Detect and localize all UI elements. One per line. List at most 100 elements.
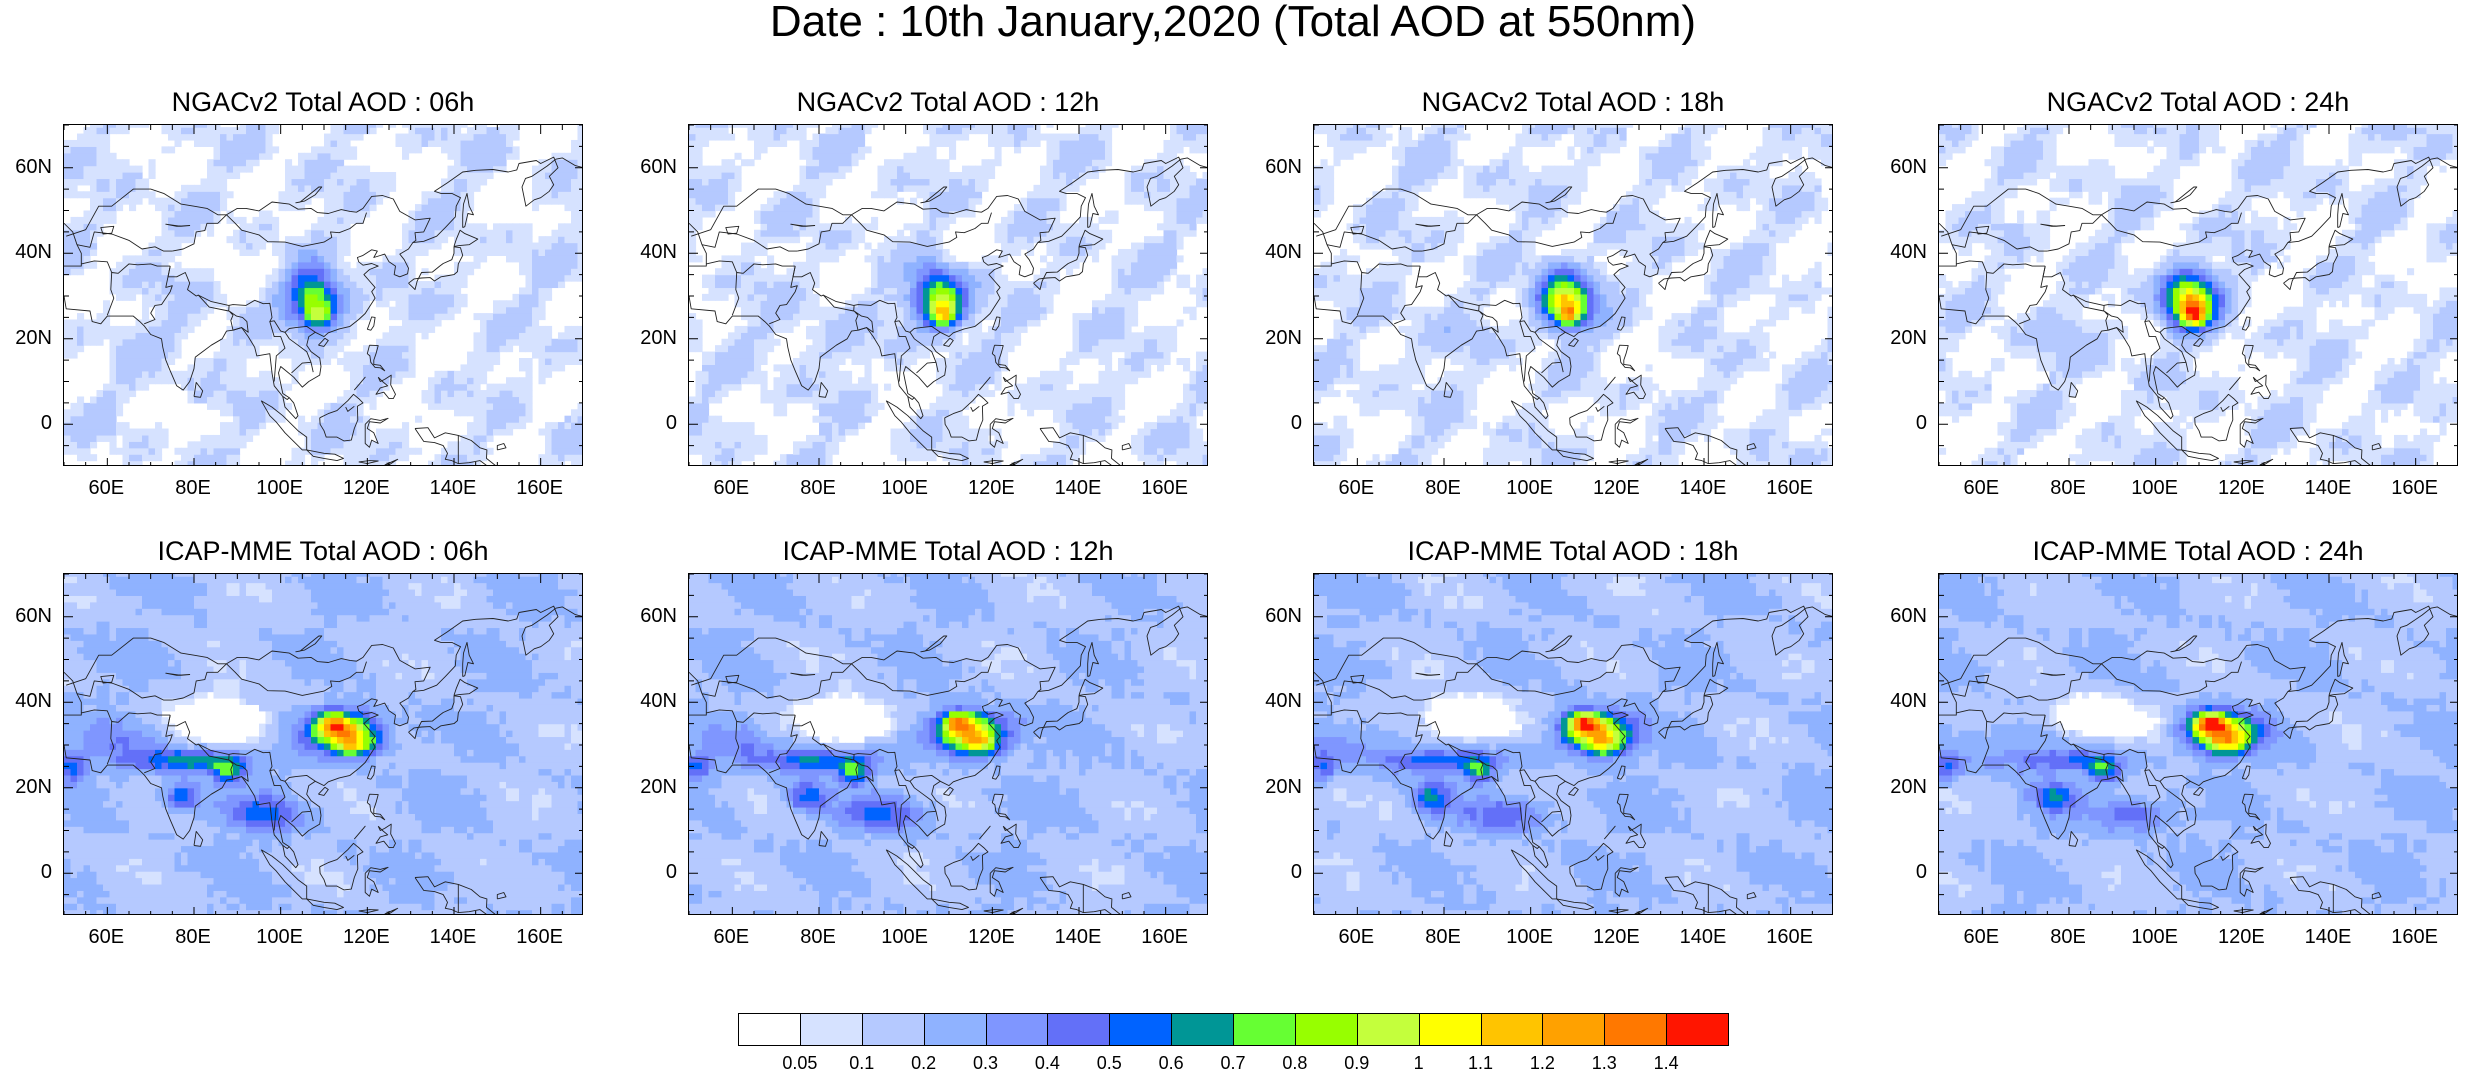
aod-map: [1939, 125, 2458, 466]
lat-tick-label: 20N: [625, 328, 677, 348]
panel-title: NGACv2 Total AOD : 18h: [1313, 86, 1833, 122]
colorbar-label: 1: [1389, 1054, 1449, 1072]
aod-map: [689, 125, 1208, 466]
lon-tick-label: 80E: [153, 927, 233, 947]
lon-tick-label: 80E: [1403, 478, 1483, 498]
panel-title: NGACv2 Total AOD : 12h: [688, 86, 1208, 122]
panel-title: NGACv2 Total AOD : 24h: [1938, 86, 2458, 122]
main-title: Date : 10th January,2020 (Total AOD at 5…: [0, 0, 2466, 50]
colorbar-box: [1604, 1013, 1667, 1046]
aod-map: [64, 125, 583, 466]
colorbar-label: 0.05: [770, 1054, 830, 1072]
panel-title: ICAP-MME Total AOD : 24h: [1938, 535, 2458, 571]
panel-title: ICAP-MME Total AOD : 18h: [1313, 535, 1833, 571]
lon-tick-label: 80E: [153, 478, 233, 498]
lon-tick-label: 80E: [2028, 478, 2108, 498]
colorbar-box: [1233, 1013, 1296, 1046]
map-frame: [63, 124, 583, 466]
lat-tick-label: 60N: [1875, 157, 1927, 177]
lon-tick-label: 100E: [2115, 478, 2195, 498]
map-frame: [1313, 573, 1833, 915]
lat-tick-label: 0: [0, 413, 52, 433]
lon-tick-label: 100E: [1490, 478, 1570, 498]
colorbar-label: 1.1: [1451, 1054, 1511, 1072]
lon-tick-label: 120E: [326, 478, 406, 498]
aod-field: [689, 574, 1208, 915]
colorbar-label: 0.6: [1141, 1054, 1201, 1072]
colorbar-box: [1481, 1013, 1544, 1046]
lat-tick-label: 20N: [1250, 777, 1302, 797]
aod-field: [1314, 125, 1833, 466]
lon-tick-label: 140E: [1038, 927, 1118, 947]
lon-tick-label: 120E: [951, 927, 1031, 947]
colorbar-label: 0.7: [1203, 1054, 1263, 1072]
colorbar-label: 0.9: [1327, 1054, 1387, 1072]
lat-tick-label: 60N: [625, 606, 677, 626]
map-frame: [63, 573, 583, 915]
colorbar-label: 1.4: [1636, 1054, 1696, 1072]
lat-tick-label: 60N: [0, 157, 52, 177]
lat-tick-label: 20N: [1875, 777, 1927, 797]
lon-tick-label: 60E: [66, 478, 146, 498]
lon-tick-label: 100E: [240, 478, 320, 498]
colorbar-box: [1666, 1013, 1729, 1046]
lat-tick-label: 20N: [625, 777, 677, 797]
aod-map: [689, 574, 1208, 915]
lon-tick-label: 160E: [2375, 927, 2455, 947]
lat-tick-label: 60N: [1250, 606, 1302, 626]
lon-tick-label: 120E: [326, 927, 406, 947]
lon-tick-label: 60E: [1316, 478, 1396, 498]
lat-tick-label: 40N: [0, 691, 52, 711]
aod-field: [64, 125, 583, 466]
lon-tick-label: 160E: [1750, 927, 1830, 947]
lon-tick-label: 60E: [691, 927, 771, 947]
lon-tick-label: 140E: [413, 927, 493, 947]
lat-tick-label: 40N: [625, 691, 677, 711]
lon-tick-label: 160E: [1125, 927, 1205, 947]
lon-tick-label: 100E: [1490, 927, 1570, 947]
lat-tick-label: 40N: [625, 242, 677, 262]
colorbar: [738, 1013, 1728, 1046]
lon-tick-label: 100E: [865, 927, 945, 947]
lat-tick-label: 40N: [1250, 691, 1302, 711]
colorbar-box: [1047, 1013, 1110, 1046]
aod-field: [1939, 574, 2458, 915]
map-frame: [688, 573, 1208, 915]
lat-tick-label: 0: [1875, 862, 1927, 882]
map-frame: [688, 124, 1208, 466]
aod-field: [64, 574, 583, 915]
lat-tick-label: 0: [1875, 413, 1927, 433]
lon-tick-label: 60E: [1316, 927, 1396, 947]
lon-tick-label: 80E: [2028, 927, 2108, 947]
lon-tick-label: 80E: [778, 478, 858, 498]
colorbar-box: [1419, 1013, 1482, 1046]
aod-map: [1314, 125, 1833, 466]
aod-map: [1314, 574, 1833, 915]
lat-tick-label: 40N: [1875, 242, 1927, 262]
lon-tick-label: 160E: [500, 927, 580, 947]
lon-tick-label: 100E: [2115, 927, 2195, 947]
colorbar-box: [862, 1013, 925, 1046]
lat-tick-label: 60N: [625, 157, 677, 177]
panel-title: ICAP-MME Total AOD : 06h: [63, 535, 583, 571]
lat-tick-label: 0: [625, 413, 677, 433]
lon-tick-label: 60E: [691, 478, 771, 498]
colorbar-label: 0.8: [1265, 1054, 1325, 1072]
panel-title: ICAP-MME Total AOD : 12h: [688, 535, 1208, 571]
lat-tick-label: 40N: [0, 242, 52, 262]
colorbar-box: [924, 1013, 987, 1046]
lon-tick-label: 60E: [1941, 927, 2021, 947]
lon-tick-label: 140E: [413, 478, 493, 498]
colorbar-box: [1542, 1013, 1605, 1046]
lat-tick-label: 20N: [0, 777, 52, 797]
lat-tick-label: 0: [625, 862, 677, 882]
lat-tick-label: 60N: [0, 606, 52, 626]
colorbar-box: [1171, 1013, 1234, 1046]
colorbar-label: 1.2: [1512, 1054, 1572, 1072]
colorbar-label: 1.3: [1574, 1054, 1634, 1072]
lon-tick-label: 60E: [1941, 478, 2021, 498]
